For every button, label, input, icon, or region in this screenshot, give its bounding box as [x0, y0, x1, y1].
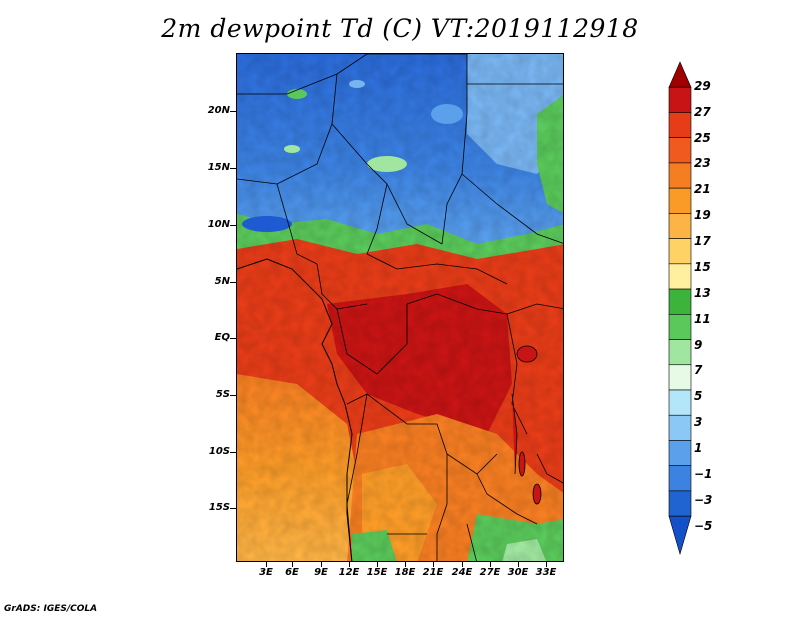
colorbar-segment — [668, 339, 692, 366]
dewpoint-map — [236, 53, 564, 562]
lon-tick — [462, 562, 463, 567]
colorbar-segment — [668, 187, 692, 214]
colorbar-label: 25 — [694, 131, 711, 145]
colorbar-label: −3 — [694, 493, 713, 507]
lat-label: 5N — [214, 276, 230, 287]
lat-tick — [230, 508, 236, 509]
colorbar-label: 1 — [694, 441, 703, 455]
colorbar-segment — [668, 162, 692, 189]
lat-label: 20N — [207, 105, 230, 116]
lon-tick — [377, 562, 378, 567]
lon-tick — [292, 562, 293, 567]
lat-tick — [230, 282, 236, 283]
grads-credit: GrADS: IGES/COLA — [4, 604, 98, 614]
colorbar-segment — [668, 86, 692, 113]
colorbar-segment — [668, 490, 692, 517]
lon-tick — [266, 562, 267, 567]
colorbar-label: 7 — [694, 363, 703, 377]
colorbar-segment — [668, 515, 692, 556]
lon-label: 3E — [259, 567, 273, 578]
lakes — [511, 345, 542, 505]
lat-tick — [230, 338, 236, 339]
lon-tick — [518, 562, 519, 567]
colorbar-label: 21 — [694, 182, 711, 196]
colorbar-label: 23 — [694, 156, 711, 170]
colorbar-graphic — [668, 61, 692, 556]
colorbar-segment — [668, 465, 692, 492]
lon-label: 33E — [535, 567, 557, 578]
colorbar-label: 19 — [694, 208, 711, 222]
coastline — [237, 258, 353, 561]
colorbar-label: 17 — [694, 234, 711, 248]
colorbar-segment — [668, 364, 692, 391]
lat-label: EQ — [214, 332, 230, 343]
lon-label: 12E — [338, 567, 360, 578]
colorbar-label: 3 — [694, 415, 703, 429]
lon-tick — [546, 562, 547, 567]
noise-texture — [237, 54, 563, 561]
lat-label: 15S — [208, 502, 230, 513]
colorbar-label: 13 — [694, 286, 711, 300]
map-canvas — [237, 54, 563, 561]
lon-label: 15E — [366, 567, 388, 578]
map-title: 2m dewpoint Td (C) VT:2019112918 — [161, 14, 639, 43]
lon-label: 9E — [314, 567, 328, 578]
colorbar-label: 15 — [694, 260, 711, 274]
lat-tick — [230, 225, 236, 226]
colorbar-label: 5 — [694, 389, 703, 403]
lon-label: 6E — [285, 567, 299, 578]
colorbar-label: 29 — [694, 79, 711, 93]
lat-tick — [230, 395, 236, 396]
colorbar-label: 27 — [694, 105, 711, 119]
colorbar-segment — [668, 213, 692, 239]
lat-tick — [230, 168, 236, 169]
lon-tick — [405, 562, 406, 567]
lon-label: 30E — [507, 567, 529, 578]
scattered-features — [242, 80, 463, 232]
colorbar-segment — [668, 288, 692, 315]
lon-tick — [490, 562, 491, 567]
lon-tick — [321, 562, 322, 567]
colorbar-segment — [668, 440, 692, 466]
lon-tick — [349, 562, 350, 567]
lat-tick — [230, 452, 236, 453]
lon-label: 27E — [479, 567, 501, 578]
colorbar-segment — [668, 61, 692, 88]
colorbar — [660, 58, 700, 562]
colorbar-segment — [668, 389, 692, 416]
colorbar-segment — [668, 137, 692, 164]
colorbar-segment — [668, 112, 692, 138]
lon-label: 21E — [422, 567, 444, 578]
country-borders — [237, 54, 563, 561]
colorbar-label: −5 — [694, 519, 713, 533]
lat-tick — [230, 111, 236, 112]
colorbar-label: −1 — [694, 467, 713, 481]
lon-label: 18E — [394, 567, 416, 578]
lon-label: 24E — [451, 567, 473, 578]
lat-label: 10N — [207, 219, 230, 230]
colorbar-segment — [668, 414, 692, 441]
colorbar-segment — [668, 238, 692, 265]
lat-label: 10S — [208, 446, 230, 457]
lon-tick — [433, 562, 434, 567]
colorbar-label: 9 — [694, 338, 703, 352]
lat-label: 15N — [207, 162, 230, 173]
colorbar-segment — [668, 263, 692, 290]
colorbar-segment — [668, 314, 692, 340]
colorbar-label: 11 — [694, 312, 711, 326]
lat-label: 5S — [215, 389, 230, 400]
